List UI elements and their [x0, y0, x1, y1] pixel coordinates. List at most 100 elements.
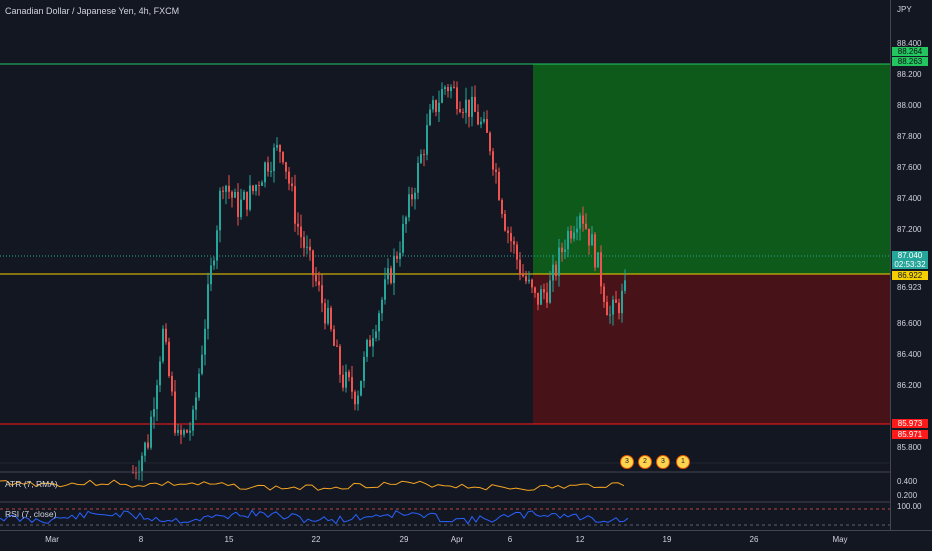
candle — [252, 185, 254, 192]
candle — [357, 395, 359, 405]
candle — [300, 226, 302, 238]
candle — [429, 109, 431, 126]
event-count: 3 — [661, 458, 665, 465]
entry-price-badge[interactable]: 86.922 — [892, 271, 928, 280]
price-tick: 87.400 — [897, 194, 922, 203]
target-price-badge[interactable]: 88.264 — [892, 47, 928, 56]
candle — [183, 430, 185, 435]
time-tick: 6 — [507, 535, 513, 544]
candle — [498, 171, 500, 200]
candle — [426, 125, 428, 155]
candle — [225, 185, 227, 192]
candle — [264, 162, 266, 183]
candle — [495, 169, 497, 172]
candle — [444, 87, 446, 90]
candle — [423, 154, 425, 156]
candle — [249, 185, 251, 210]
current-price-badge[interactable]: 87.040 — [892, 251, 928, 260]
event-marker-4[interactable]: 1 — [676, 455, 690, 469]
candle — [537, 292, 539, 305]
candle — [363, 356, 365, 381]
rsi-tick: 100.00 — [897, 502, 922, 511]
time-tick: May — [832, 535, 848, 544]
candle — [597, 252, 599, 268]
candle — [513, 241, 515, 245]
candle — [525, 276, 527, 282]
rsi-label[interactable]: RSI (7, close) — [5, 509, 57, 519]
price-tick: 87.800 — [897, 132, 922, 141]
candle — [459, 109, 461, 113]
event-marker-2[interactable]: 2 — [638, 455, 652, 469]
candle — [165, 328, 167, 342]
atr-label[interactable]: ATR (7, RMA) — [5, 479, 58, 489]
countdown-badge: 02:53:32 — [892, 260, 928, 269]
time-axis[interactable]: Mar 8 15 22 29 Apr 6 12 19 26 May — [0, 530, 932, 551]
candle — [333, 329, 335, 346]
candle — [441, 89, 443, 103]
candle — [594, 234, 596, 268]
candle — [462, 112, 464, 114]
candle — [297, 223, 299, 227]
price-tick: 86.923 — [897, 283, 922, 292]
candle — [273, 147, 275, 172]
candle — [585, 223, 587, 229]
candle — [540, 289, 542, 305]
candle — [186, 430, 188, 433]
event-marker-3[interactable]: 3 — [656, 455, 670, 469]
candle — [288, 171, 290, 184]
candle — [576, 228, 578, 233]
candle — [159, 361, 161, 386]
candle — [546, 292, 548, 303]
candle — [489, 132, 491, 152]
candle — [447, 87, 449, 92]
candle — [570, 231, 572, 239]
candle — [147, 442, 149, 448]
candle — [243, 191, 245, 200]
candle — [531, 279, 533, 288]
event-count: 2 — [643, 458, 647, 465]
candle — [192, 409, 194, 431]
candle — [324, 303, 326, 324]
stop-price-badge[interactable]: 85.973 — [892, 419, 928, 428]
price-tick: 86.400 — [897, 350, 922, 359]
candle — [174, 391, 176, 433]
stop-price-badge-2[interactable]: 85.971 — [892, 430, 928, 439]
stop-zone[interactable] — [533, 274, 890, 424]
candle — [135, 472, 137, 474]
candle — [351, 377, 353, 392]
candle — [348, 371, 350, 378]
candle — [336, 345, 338, 347]
time-tick: 26 — [749, 535, 759, 544]
candle — [552, 264, 554, 281]
candle — [237, 191, 239, 217]
target-price-badge-2[interactable]: 88.263 — [892, 57, 928, 66]
event-marker-1[interactable]: 3 — [620, 455, 634, 469]
candle — [573, 232, 575, 239]
currency-label: JPY — [897, 5, 912, 14]
candle — [162, 328, 164, 362]
candle — [231, 191, 233, 198]
candle — [606, 301, 608, 316]
candlestick-series[interactable] — [132, 80, 626, 481]
atr-tick: 0.400 — [897, 477, 918, 486]
candle — [177, 429, 179, 433]
price-tick: 87.200 — [897, 225, 922, 234]
candle — [360, 380, 362, 396]
candle — [468, 99, 470, 117]
candle — [456, 87, 458, 110]
candle — [510, 233, 512, 242]
candle — [591, 234, 593, 246]
candle — [555, 264, 557, 276]
candle — [255, 184, 257, 192]
candle — [438, 102, 440, 112]
candle — [201, 354, 203, 374]
time-tick: Mar — [45, 535, 59, 544]
candle — [189, 430, 191, 433]
price-axis[interactable]: JPY 88.400 88.200 88.000 87.800 87.600 8… — [890, 0, 932, 530]
candle — [600, 252, 602, 287]
candle — [501, 199, 503, 215]
candle — [414, 192, 416, 200]
candle — [195, 397, 197, 410]
target-zone[interactable] — [533, 64, 890, 274]
